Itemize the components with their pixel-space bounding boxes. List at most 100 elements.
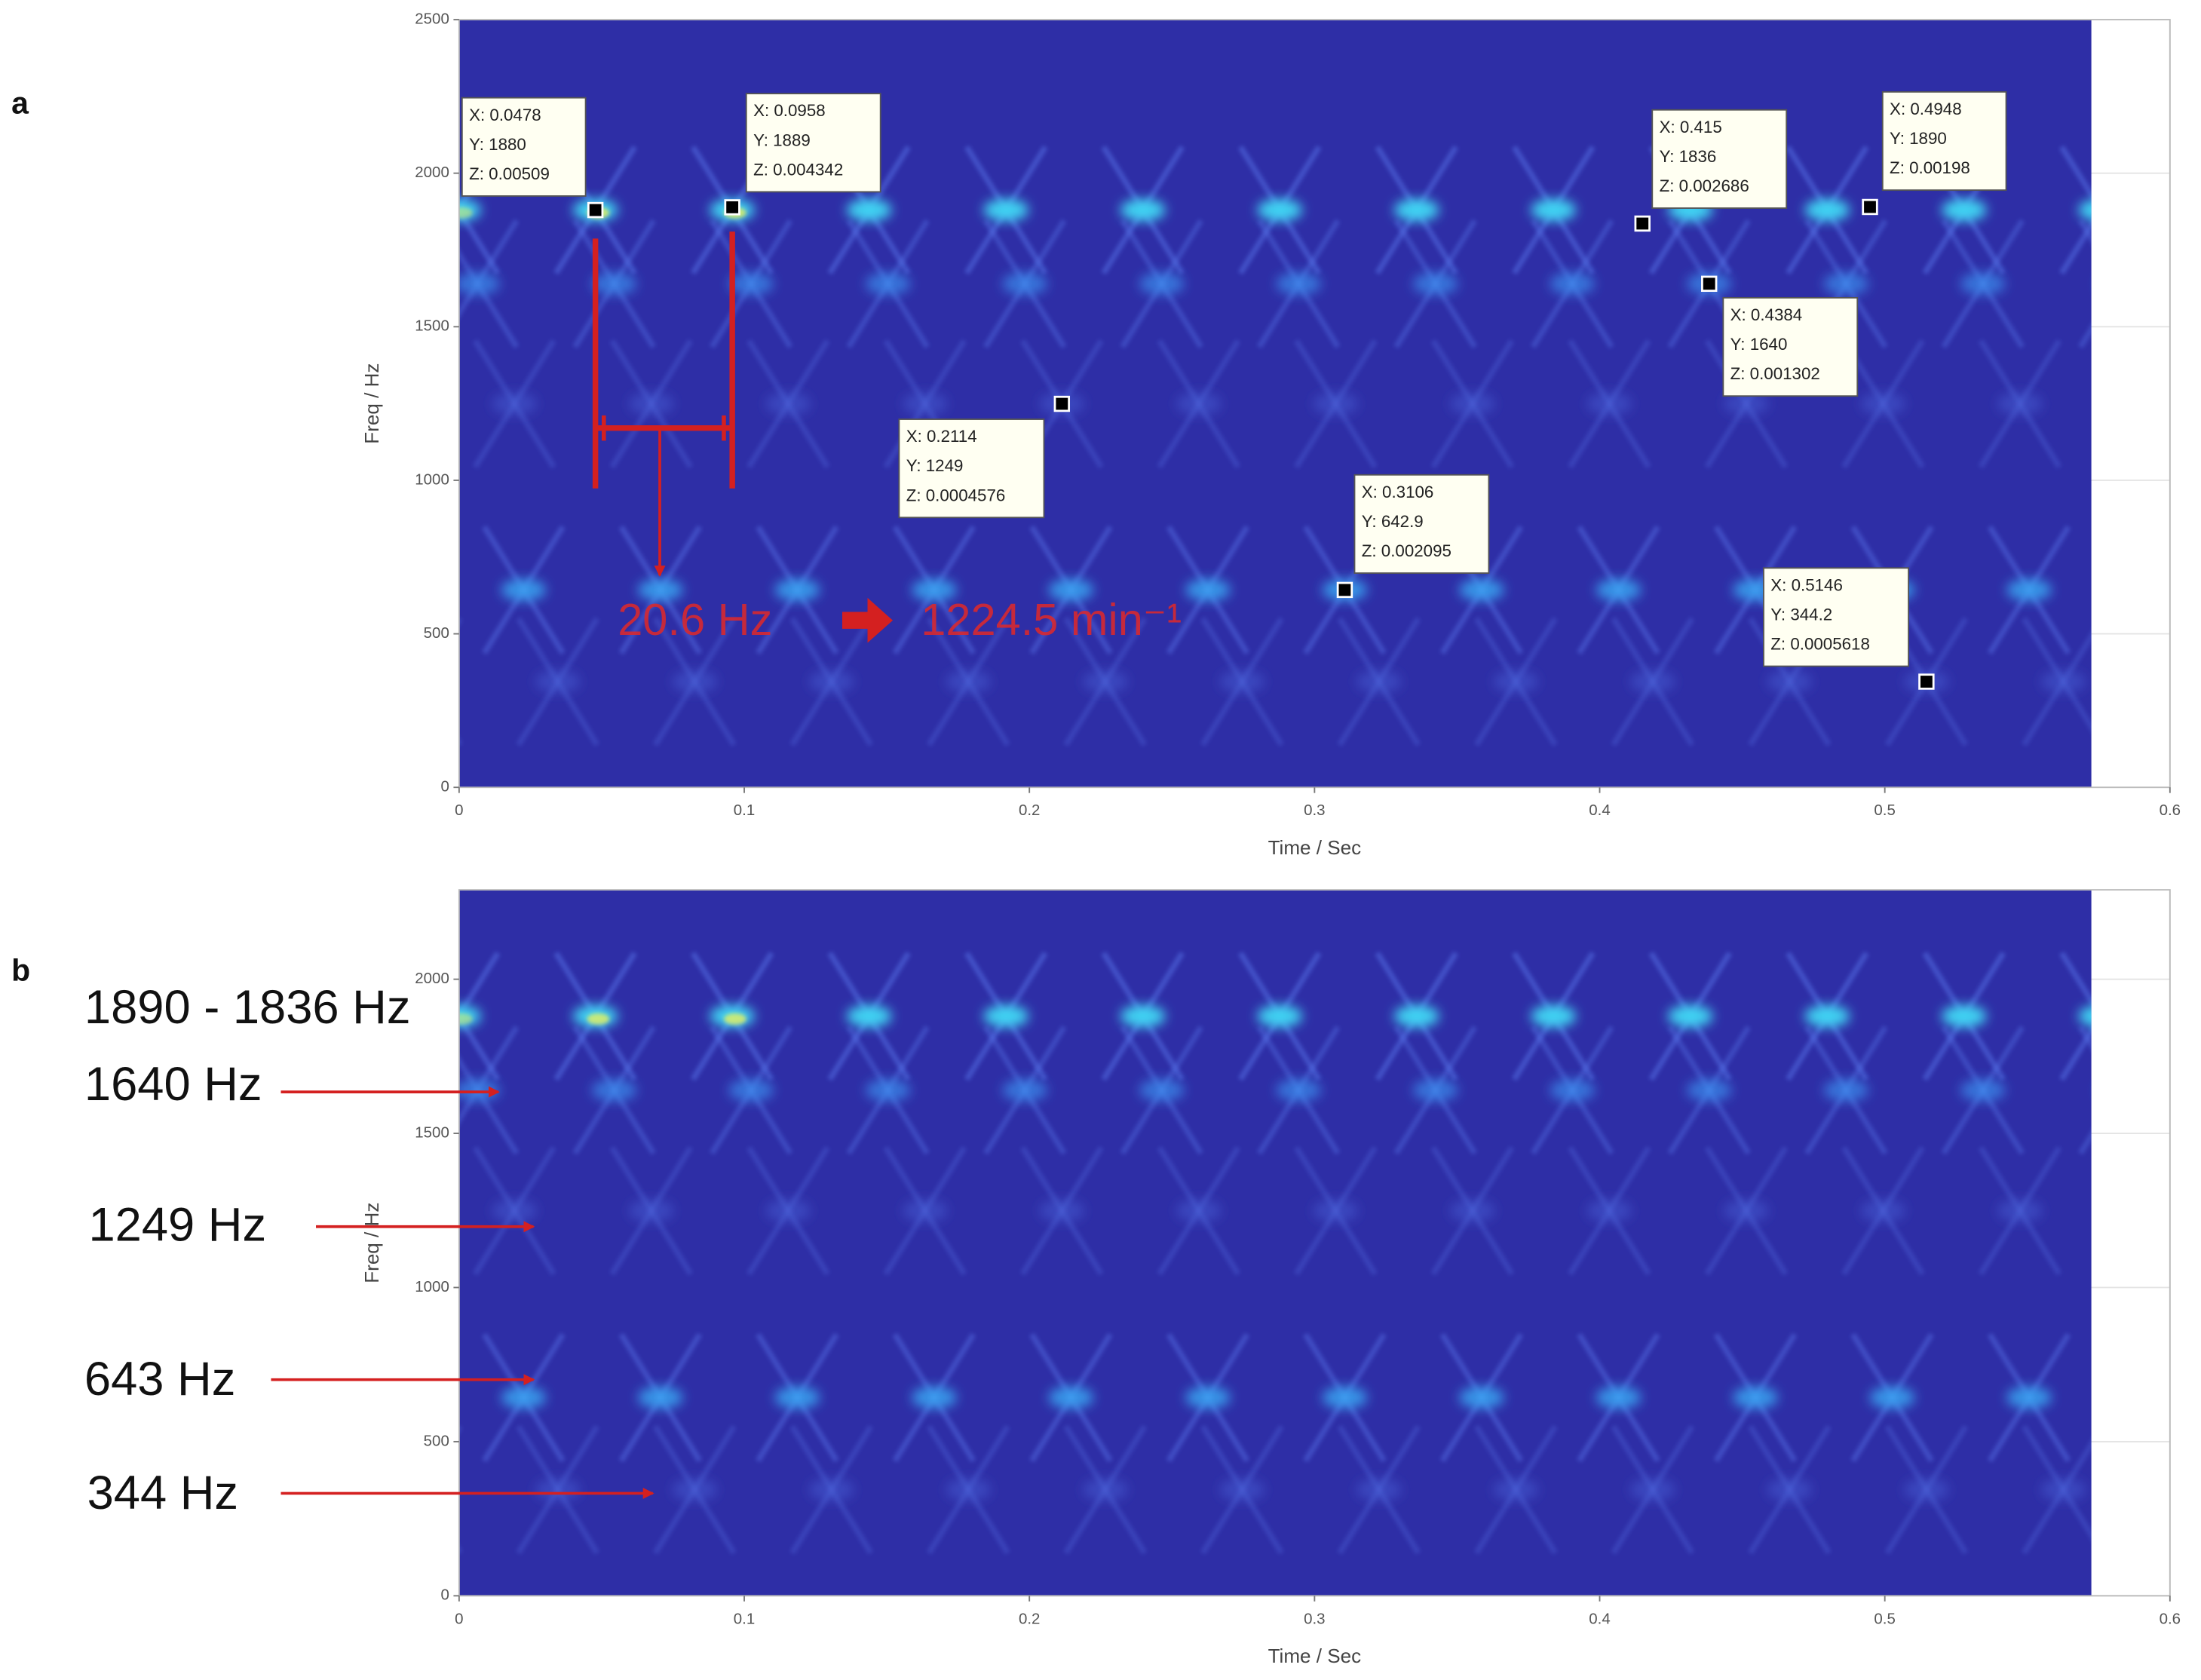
ridge (348, 527, 426, 654)
data-tip-text: Z: 0.00509 (469, 164, 550, 183)
ridge (2117, 341, 2196, 468)
data-tip-marker (587, 201, 604, 219)
energy-blob (2078, 1006, 2092, 1027)
annotation: 344 Hz (87, 1467, 238, 1519)
ridge (2059, 1026, 2092, 1081)
y-tick-label: 2500 (415, 10, 449, 27)
ridge (458, 205, 501, 275)
energy-blob (1276, 1078, 1321, 1102)
energy-blob (2078, 200, 2092, 221)
energy-blob (1804, 1004, 1850, 1028)
spectrogram (301, 951, 2196, 1555)
data-tip-text: X: 0.0958 (753, 101, 826, 120)
data-tip-box (461, 97, 587, 197)
energy-blob (808, 670, 854, 693)
ridge (301, 1027, 379, 1154)
energy-blob (1039, 1199, 1085, 1222)
annotation: 20.6 Hz (618, 594, 772, 645)
x-tick-label: 0.4 (1589, 1610, 1610, 1627)
data-tip-marker (724, 199, 740, 216)
energy-blob (501, 1386, 547, 1409)
energy-blob (1176, 1199, 1222, 1222)
energy-blob (1002, 272, 1047, 296)
y-tick-label: 2000 (415, 970, 449, 987)
energy-blob (2006, 578, 2052, 602)
ridge (2161, 618, 2201, 745)
energy-blob (1997, 1199, 2043, 1222)
ridge (2077, 219, 2092, 244)
energy-blob (1139, 1078, 1185, 1102)
energy-blob (1048, 578, 1094, 602)
ridge (348, 527, 426, 654)
energy-blob (1667, 1004, 1713, 1028)
data-tip-text: X: 0.415 (1660, 118, 1722, 136)
energy-blob (728, 272, 774, 296)
energy-blob (1257, 1004, 1302, 1028)
ridge (301, 221, 379, 348)
energy-blob (1596, 578, 1642, 602)
data-tip-text: X: 0.0478 (469, 106, 541, 124)
data-tip-box (745, 93, 881, 193)
energy-blob (983, 1004, 1028, 1028)
data-tip-marker (1336, 581, 1353, 599)
energy-blob (398, 1479, 443, 1501)
energy-blob (946, 670, 992, 693)
y-tick-label: 1500 (415, 1124, 449, 1141)
energy-blob (1493, 1478, 1539, 1501)
energy-blob (1002, 1078, 1047, 1102)
ridge (2117, 1148, 2196, 1274)
x-tick-label: 0.2 (1019, 1610, 1040, 1627)
ridge (2077, 1130, 2092, 1155)
data-tip-marker (1918, 673, 1935, 690)
energy-blob (501, 578, 547, 602)
energy-blob (364, 1387, 409, 1409)
energy-blob (1185, 1386, 1231, 1409)
y-axis-label: Freq / Hz (360, 1203, 383, 1283)
x-tick-label: 0 (455, 802, 463, 819)
energy-blob (672, 1478, 718, 1501)
data-tip-box (1881, 90, 2007, 192)
energy-blob (1493, 670, 1539, 693)
ridge (2077, 1025, 2092, 1050)
ridge (2059, 145, 2092, 201)
ridge (2117, 341, 2196, 468)
energy-blob (1393, 1004, 1439, 1028)
energy-blob (2178, 670, 2201, 693)
energy-blob (1686, 1078, 1732, 1102)
energy-blob (458, 272, 500, 296)
y-axis-label: Freq / Hz (360, 363, 383, 444)
energy-blob (1276, 272, 1321, 296)
annotation: 1249 Hz (88, 1198, 266, 1251)
ridge (2161, 618, 2201, 745)
energy-blob (398, 670, 443, 693)
energy-blob (492, 392, 538, 415)
energy-blob (591, 272, 637, 296)
energy-blob (1313, 1199, 1359, 1222)
energy-blob (2097, 272, 2142, 295)
y-tick-label: 500 (424, 1432, 449, 1449)
energy-blob (1120, 1004, 1166, 1028)
energy-blob (1356, 1478, 1402, 1501)
energy-blob (1048, 1386, 1094, 1409)
energy-blob (1531, 1004, 1577, 1028)
energy-blob (1450, 1199, 1495, 1222)
ridge (458, 951, 501, 1021)
x-axis-label: Time / Sec (1268, 836, 1362, 859)
data-tip-marker (1634, 215, 1651, 232)
energy-blob (1767, 670, 1813, 693)
annotation: 1640 Hz (84, 1058, 262, 1111)
energy-blob (1860, 1199, 1906, 1222)
y-tick-label: 2000 (415, 164, 449, 181)
energy-blob (1733, 1386, 1778, 1409)
energy-blob (458, 1078, 500, 1102)
energy-blob (983, 198, 1028, 222)
energy-blob (846, 1004, 892, 1028)
energy-peak (587, 1013, 610, 1025)
energy-blob (2040, 1478, 2086, 1501)
energy-blob (1083, 670, 1128, 693)
x-tick-label: 0 (455, 1610, 463, 1627)
energy-blob (535, 1478, 581, 1501)
energy-blob (591, 1078, 637, 1102)
data-tip-marker (1701, 275, 1718, 293)
annotation: 1224.5 min⁻¹ (921, 594, 1182, 645)
